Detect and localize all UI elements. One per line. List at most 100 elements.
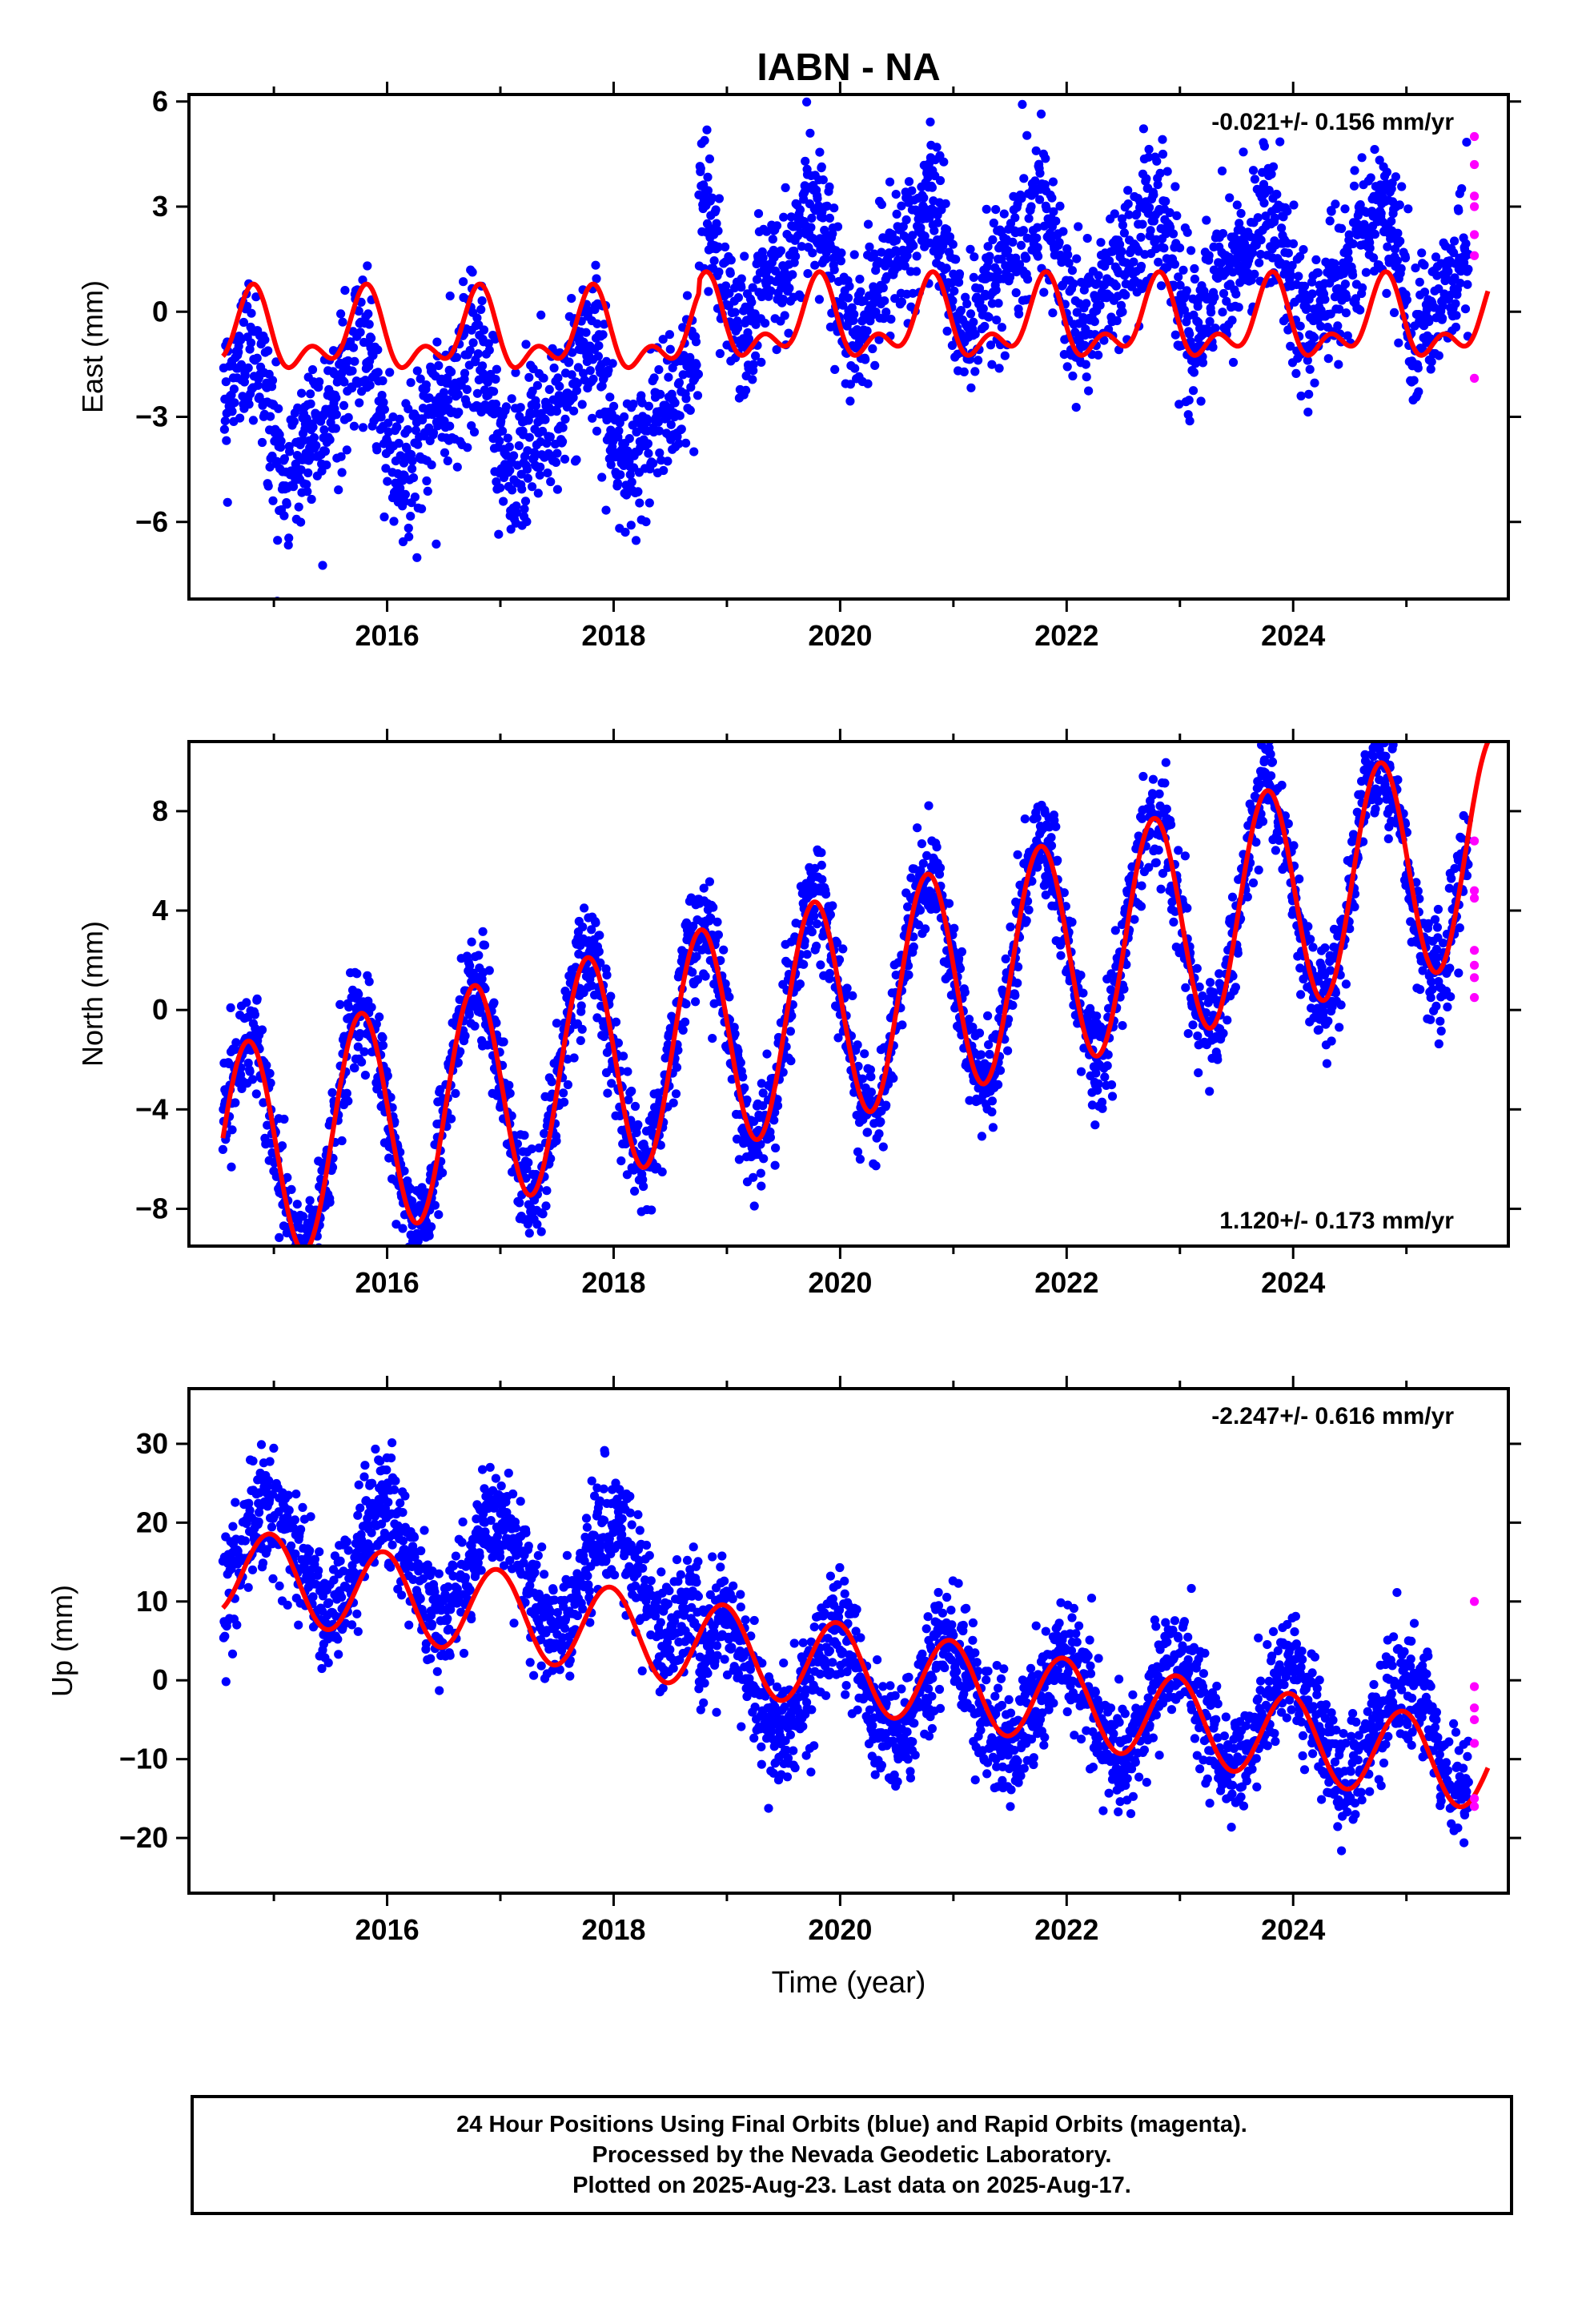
final-point (408, 456, 417, 466)
final-point (1236, 208, 1246, 219)
final-point (983, 242, 993, 251)
final-point (870, 360, 880, 370)
final-point (869, 249, 879, 259)
final-point (1438, 301, 1447, 311)
final-point (422, 476, 432, 486)
final-point (757, 1079, 766, 1088)
final-point (309, 1258, 318, 1267)
final-point (974, 283, 985, 293)
final-point (948, 239, 958, 249)
final-point (553, 373, 563, 383)
final-point (480, 940, 490, 950)
final-point (791, 251, 801, 261)
final-point (780, 311, 789, 320)
final-point (322, 460, 331, 470)
final-point (614, 426, 624, 436)
final-point (1182, 227, 1192, 237)
final-point (765, 1132, 776, 1142)
final-point (970, 367, 980, 376)
final-point (242, 998, 251, 1007)
final-point (1358, 283, 1367, 292)
final-point (434, 360, 444, 371)
final-point (1232, 200, 1242, 210)
final-point (701, 971, 710, 981)
final-point (506, 525, 516, 534)
final-point (595, 931, 604, 940)
final-point (520, 505, 529, 514)
final-point (713, 930, 724, 939)
final-point (1130, 915, 1139, 924)
final-point (809, 911, 819, 921)
final-point (1198, 358, 1208, 368)
final-point (1283, 207, 1292, 216)
final-point (412, 366, 422, 376)
final-point (1250, 269, 1259, 279)
final-point (881, 1100, 891, 1110)
final-point (768, 235, 777, 244)
final-point (1250, 175, 1259, 184)
final-point (636, 391, 646, 400)
final-point (942, 326, 952, 336)
final-point (1107, 1092, 1118, 1101)
rate-annotation: -0.021+/- 0.156 mm/yr (1211, 109, 1454, 135)
final-point (954, 278, 964, 287)
final-point (886, 315, 896, 324)
final-point (630, 1101, 640, 1112)
final-point (1307, 289, 1317, 299)
final-point (812, 941, 821, 951)
final-point (1227, 316, 1237, 325)
final-point (730, 308, 740, 317)
final-point (849, 250, 859, 259)
rapid-point (1469, 230, 1480, 239)
final-point (240, 371, 250, 380)
final-point (1434, 351, 1443, 360)
final-point (245, 1067, 255, 1076)
rapid-point (1469, 159, 1480, 170)
final-point (821, 890, 831, 899)
final-point (558, 423, 568, 432)
final-point (1024, 905, 1034, 915)
final-point (1253, 213, 1263, 223)
final-point (348, 343, 359, 352)
final-point (498, 426, 508, 436)
final-point (1010, 991, 1020, 1000)
final-point (843, 293, 853, 303)
final-point (344, 1003, 354, 1012)
final-point (776, 246, 786, 255)
final-point (647, 1205, 656, 1215)
final-point (1351, 294, 1360, 304)
final-point (1337, 223, 1347, 233)
final-point (1383, 242, 1392, 251)
final-point (1019, 174, 1029, 183)
final-point (1349, 181, 1359, 191)
final-point (1451, 299, 1460, 308)
x-tick-label: 2022 (1034, 619, 1098, 652)
final-point (531, 401, 541, 411)
final-point (855, 1154, 865, 1164)
final-point (1152, 156, 1162, 166)
final-point (1080, 340, 1090, 350)
final-point (1168, 229, 1178, 239)
final-point (327, 1088, 337, 1097)
final-point (1158, 135, 1167, 144)
final-point (1202, 215, 1211, 225)
final-point (978, 304, 988, 313)
final-point (960, 987, 970, 997)
y-axis-label: East (mm) (76, 280, 109, 413)
final-point (1331, 199, 1340, 209)
final-point (939, 157, 949, 167)
final-point (1145, 203, 1154, 212)
final-point (520, 497, 531, 506)
final-point (968, 1023, 978, 1032)
final-point (607, 1079, 616, 1088)
final-point (1103, 1050, 1113, 1059)
final-point (969, 272, 978, 282)
final-point (1156, 281, 1166, 291)
final-point (218, 1144, 227, 1154)
final-point (1294, 271, 1303, 281)
final-point (1158, 149, 1168, 159)
final-point (670, 398, 680, 408)
final-point (825, 213, 834, 223)
final-point (692, 951, 701, 962)
final-point (681, 1017, 690, 1027)
